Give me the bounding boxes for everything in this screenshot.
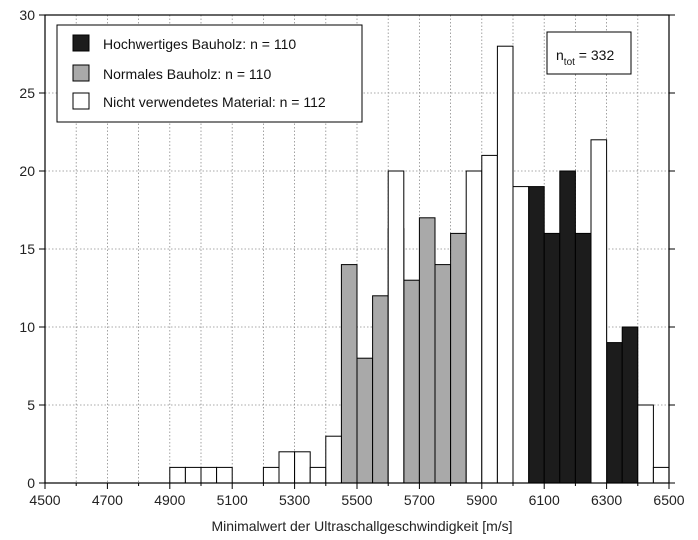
x-tick-label: 5900 [466,492,497,508]
total-count-prefix: n [556,47,564,63]
total-count-text: ntot = 332 [556,47,614,68]
x-tick-label: 6100 [529,492,560,508]
bar-series-2 [184,466,202,484]
bar-series-2 [652,466,670,484]
bar-series-1 [434,264,452,484]
y-tick-label: 15 [19,241,35,257]
histogram-bars [169,45,670,484]
bar-series-0 [559,170,576,484]
bar-series-2 [590,139,608,484]
bar-series-2 [481,154,498,484]
x-tick-label: 5300 [279,492,310,508]
bar-series-2 [309,466,327,484]
bar-series-1 [340,264,358,484]
bar-series-0 [574,232,592,484]
x-tick-label: 5500 [341,492,372,508]
bar-series-2 [262,466,280,484]
bar-series-0 [528,186,545,484]
y-tick-label: 5 [27,397,35,413]
bar-series-2 [200,466,218,484]
bar-series-1 [450,232,467,484]
legend-swatch-nicht-verwendet [72,92,90,110]
bar-series-2 [512,186,530,484]
bar-series-0 [543,232,561,484]
y-tick-label: 30 [19,7,35,23]
bar-series-1 [356,357,374,484]
legend-label-nicht-verwendet: Nicht verwendetes Material: n = 112 [103,94,326,110]
bar-series-1 [372,295,389,484]
y-tick-label: 0 [27,475,35,491]
y-tick-label: 10 [19,319,35,335]
legend-label-hochwertiges: Hochwertiges Bauholz: n = 110 [103,36,296,52]
y-tick-label: 20 [19,163,35,179]
axis-ticks [39,14,675,489]
total-count-subscript: tot [564,57,575,68]
axis-tick-labels: 4500 4700 4900 5100 5300 5500 5700 5900 6100 6300… [19,7,684,508]
bar-series-2 [465,170,483,484]
x-tick-label: 6300 [591,492,622,508]
bar-series-2 [387,170,405,484]
total-count-annotation: ntot = 332 [546,31,632,75]
bar-series-1 [403,279,420,484]
bar-series-2 [325,435,342,484]
total-count-value: = 332 [575,47,615,63]
legend-label-normales: Normales Bauholz: n = 110 [103,66,271,82]
bar-series-2 [278,451,296,484]
bar-series-1 [418,217,436,484]
bar-series-2 [169,466,186,484]
total-count-box [546,31,632,75]
legend-box [56,24,363,123]
bar-series-2 [496,45,514,484]
bar-series-0 [621,326,639,484]
legend: Hochwertiges Bauholz: n = 110 Normales B… [56,24,363,123]
x-tick-label: 4500 [29,492,60,508]
y-tick-label: 25 [19,85,35,101]
bar-series-2 [637,404,654,484]
legend-swatch-normales [72,64,90,82]
bar-series-0 [606,342,623,484]
bar-series-2 [216,466,233,484]
x-tick-label: 5100 [217,492,248,508]
x-tick-label: 5700 [404,492,435,508]
x-axis-title: Minimalwert der Ultraschallgeschwindigke… [211,518,512,534]
x-tick-label: 6500 [653,492,684,508]
x-tick-label: 4700 [92,492,123,508]
bar-series-2 [294,451,311,484]
x-tick-label: 4900 [154,492,185,508]
legend-swatch-hochwertiges [72,34,90,52]
